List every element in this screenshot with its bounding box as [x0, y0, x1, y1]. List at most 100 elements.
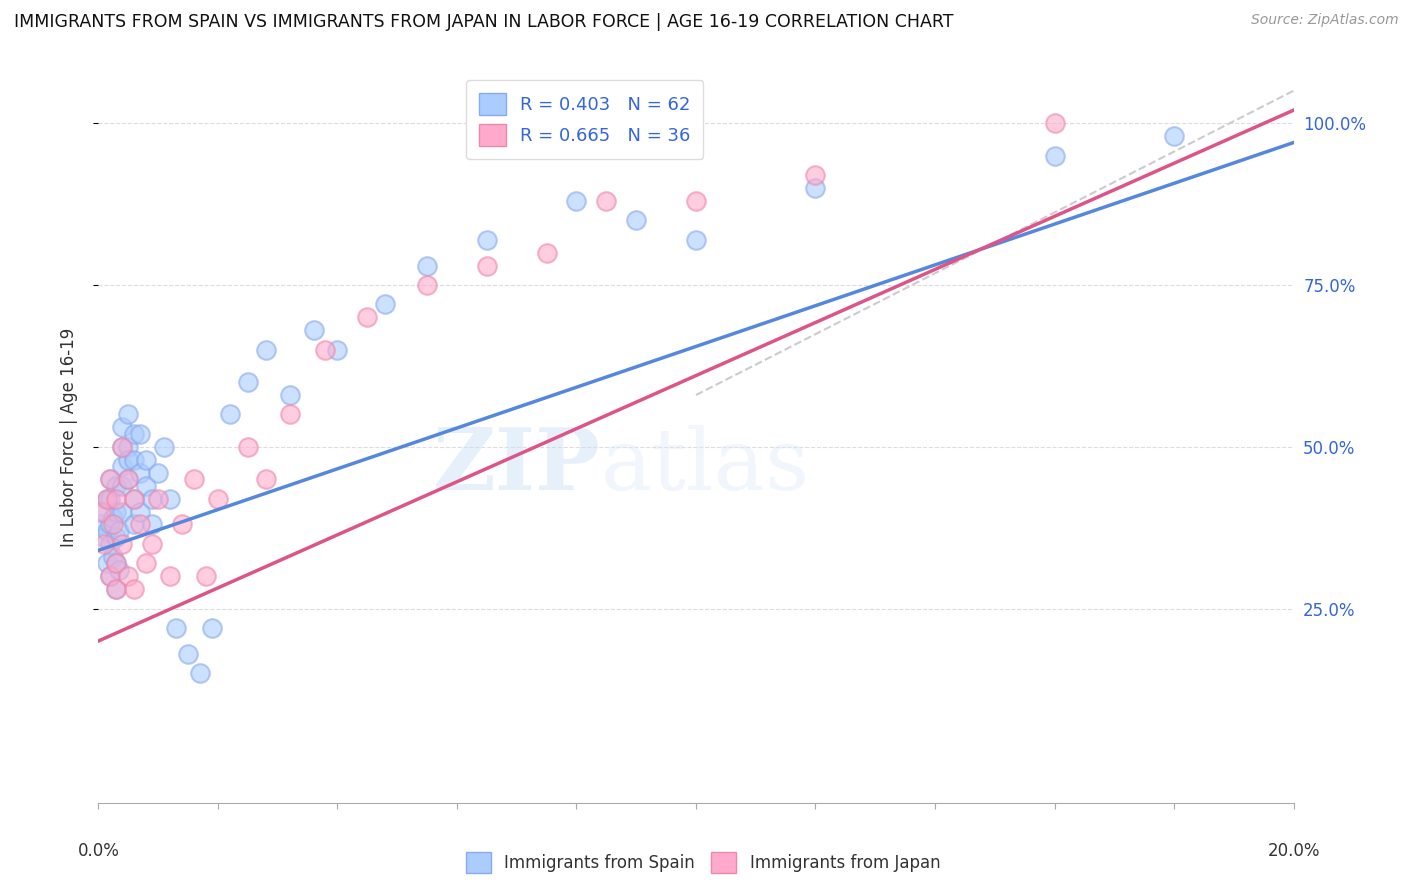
Point: [135, 557, 157, 571]
Point: [201, 621, 224, 635]
Point: [129, 426, 152, 441]
Point: [100, 537, 122, 551]
Point: [100, 472, 122, 486]
Point: [278, 408, 301, 422]
Point: [124, 452, 146, 467]
Point: [804, 181, 827, 195]
Point: [103, 549, 125, 564]
Point: [117, 440, 139, 454]
Text: ZIP: ZIP: [433, 425, 600, 508]
Point: [105, 491, 128, 506]
Text: 0.0%: 0.0%: [77, 842, 120, 860]
Legend: R = 0.403   N = 62, R = 0.665   N = 36: R = 0.403 N = 62, R = 0.665 N = 36: [465, 80, 703, 159]
Text: Source: ZipAtlas.com: Source: ZipAtlas.com: [1251, 13, 1399, 28]
Point: [105, 582, 128, 597]
Point: [1043, 148, 1066, 162]
Point: [103, 517, 125, 532]
Point: [416, 259, 439, 273]
Point: [236, 440, 259, 454]
Point: [1043, 116, 1066, 130]
Point: [278, 388, 301, 402]
Point: [108, 563, 131, 577]
Point: [105, 557, 128, 571]
Point: [117, 472, 139, 486]
Point: [100, 569, 122, 583]
Point: [93, 530, 115, 544]
Point: [685, 194, 707, 208]
Point: [153, 440, 176, 454]
Point: [96, 491, 118, 506]
Point: [236, 375, 259, 389]
Point: [188, 666, 211, 681]
Point: [374, 297, 396, 311]
Point: [100, 517, 122, 532]
Point: [302, 323, 325, 337]
Text: IMMIGRANTS FROM SPAIN VS IMMIGRANTS FROM JAPAN IN LABOR FORCE | AGE 16-19 CORREL: IMMIGRANTS FROM SPAIN VS IMMIGRANTS FROM…: [14, 13, 953, 31]
Point: [1163, 129, 1185, 144]
Point: [111, 440, 134, 454]
Point: [141, 517, 163, 532]
Point: [148, 466, 170, 480]
Point: [93, 504, 115, 518]
Point: [111, 504, 134, 518]
Point: [103, 511, 125, 525]
Point: [90, 504, 112, 518]
Point: [105, 504, 128, 518]
Point: [129, 517, 152, 532]
Point: [100, 569, 122, 583]
Point: [105, 530, 128, 544]
Text: atlas: atlas: [600, 425, 810, 508]
Point: [626, 213, 648, 227]
Point: [315, 343, 337, 357]
Point: [96, 557, 118, 571]
Point: [475, 259, 498, 273]
Text: 20.0%: 20.0%: [1267, 842, 1320, 860]
Point: [105, 478, 128, 492]
Point: [219, 408, 242, 422]
Point: [117, 452, 139, 467]
Point: [254, 472, 277, 486]
Point: [124, 491, 146, 506]
Point: [90, 517, 112, 532]
Point: [207, 491, 229, 506]
Point: [565, 194, 588, 208]
Point: [177, 647, 200, 661]
Point: [135, 452, 157, 467]
Legend: Immigrants from Spain, Immigrants from Japan: Immigrants from Spain, Immigrants from J…: [458, 846, 948, 880]
Point: [108, 524, 131, 538]
Point: [111, 440, 134, 454]
Point: [141, 537, 163, 551]
Point: [111, 537, 134, 551]
Point: [129, 504, 152, 518]
Point: [117, 408, 139, 422]
Point: [172, 517, 194, 532]
Point: [536, 245, 558, 260]
Point: [111, 459, 134, 474]
Y-axis label: In Labor Force | Age 16-19: In Labor Force | Age 16-19: [59, 327, 77, 547]
Point: [117, 472, 139, 486]
Point: [100, 491, 122, 506]
Point: [475, 233, 498, 247]
Point: [124, 491, 146, 506]
Point: [326, 343, 349, 357]
Point: [148, 491, 170, 506]
Point: [804, 168, 827, 182]
Point: [183, 472, 205, 486]
Point: [111, 478, 134, 492]
Point: [159, 569, 181, 583]
Point: [124, 582, 146, 597]
Point: [195, 569, 218, 583]
Point: [254, 343, 277, 357]
Point: [141, 491, 163, 506]
Point: [356, 310, 378, 325]
Point: [135, 478, 157, 492]
Point: [93, 537, 115, 551]
Point: [105, 557, 128, 571]
Point: [124, 426, 146, 441]
Point: [96, 491, 118, 506]
Point: [96, 524, 118, 538]
Point: [416, 277, 439, 292]
Point: [124, 517, 146, 532]
Point: [595, 194, 617, 208]
Point: [129, 466, 152, 480]
